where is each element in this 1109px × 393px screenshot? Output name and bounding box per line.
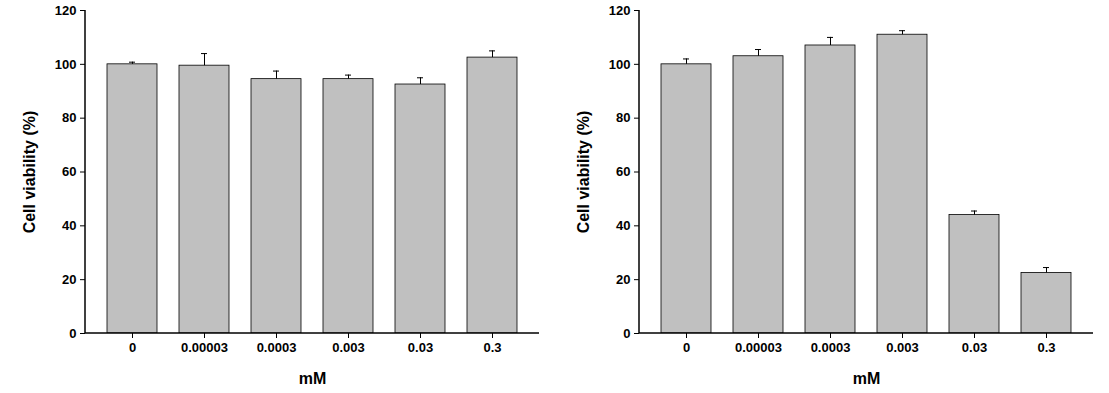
svg-text:100: 100 [609, 56, 631, 71]
svg-text:0.0003: 0.0003 [257, 340, 297, 355]
svg-text:0.00003: 0.00003 [735, 340, 782, 355]
svg-text:120: 120 [609, 3, 631, 18]
svg-text:0.3: 0.3 [1037, 340, 1055, 355]
svg-text:0: 0 [683, 340, 690, 355]
svg-text:60: 60 [62, 164, 76, 179]
svg-text:0: 0 [623, 326, 630, 341]
svg-text:120: 120 [55, 3, 77, 18]
svg-text:40: 40 [62, 218, 76, 233]
svg-text:0.0003: 0.0003 [811, 340, 851, 355]
svg-text:0.003: 0.003 [332, 340, 365, 355]
svg-text:Cell viability (%): Cell viability (%) [21, 111, 38, 234]
svg-text:0.3: 0.3 [483, 340, 501, 355]
svg-text:80: 80 [62, 110, 76, 125]
svg-text:0.03: 0.03 [962, 340, 987, 355]
svg-text:40: 40 [616, 218, 630, 233]
svg-text:0: 0 [69, 326, 76, 341]
svg-text:20: 20 [616, 272, 630, 287]
svg-text:0.003: 0.003 [886, 340, 919, 355]
svg-text:20: 20 [62, 272, 76, 287]
svg-text:80: 80 [616, 110, 630, 125]
svg-text:0.00003: 0.00003 [181, 340, 228, 355]
svg-text:100: 100 [55, 56, 77, 71]
svg-text:0: 0 [129, 340, 136, 355]
svg-text:0.03: 0.03 [408, 340, 433, 355]
svg-text:Cell viability (%): Cell viability (%) [575, 111, 592, 234]
svg-text:mM: mM [853, 370, 881, 387]
svg-text:mM: mM [299, 370, 327, 387]
svg-text:60: 60 [616, 164, 630, 179]
